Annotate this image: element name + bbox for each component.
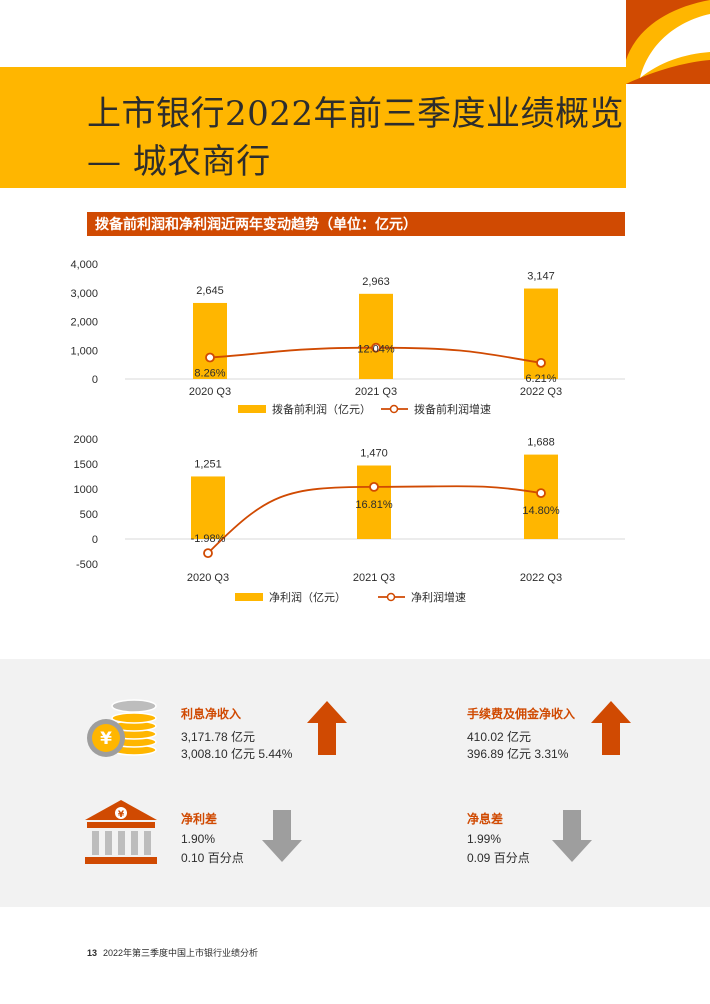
coins-icon: ¥ (87, 699, 157, 757)
y-tick-label: 4,000 (70, 259, 98, 271)
chart-header: 拨备前利润和净利润近两年变动趋势（单位：亿元） (87, 212, 625, 236)
legend-label-bar: 净利润（亿元） (269, 590, 346, 604)
footer-text: 2022年第三季度中国上市银行业绩分析 (103, 948, 259, 958)
net-interest-margin-change: 0.09 百分点 (467, 851, 530, 865)
bar (359, 293, 393, 379)
x-tick-label: 2020 Q3 (189, 386, 231, 398)
legend-label-line: 净利润增速 (411, 590, 466, 604)
svg-text:¥: ¥ (118, 810, 125, 820)
x-tick-label: 2021 Q3 (355, 386, 397, 398)
arrow-up-icon (307, 701, 347, 755)
bar (193, 302, 227, 379)
growth-point (369, 481, 379, 492)
arrow-down-icon (262, 810, 302, 862)
fee-income-previous: 396.89 亿元 3.31% (467, 747, 569, 761)
footer: 13 2022年第三季度中国上市银行业绩分析 (87, 946, 258, 959)
bank-icon: ¥ (85, 800, 157, 864)
fee-income-current: 410.02 亿元 (467, 730, 532, 744)
net-spread-change: 0.10 百分点 (181, 851, 244, 865)
y-tick-label: 2000 (74, 434, 98, 446)
growth-value-label: -1.98% (191, 533, 226, 545)
interest-income-current: 3,171.78 亿元 (181, 730, 256, 744)
y-tick-label: 1000 (74, 484, 98, 496)
x-tick-label: 2020 Q3 (187, 572, 229, 584)
bar-value-label: 3,147 (527, 271, 555, 283)
bar-value-label: 1,470 (360, 448, 388, 460)
bar-value-label: 2,645 (196, 285, 224, 297)
x-tick-label: 2022 Q3 (520, 572, 562, 584)
legend-label-bar: 拨备前利润（亿元） (272, 402, 371, 416)
page-number: 13 (87, 948, 98, 958)
y-tick-label: -500 (76, 559, 98, 571)
growth-point (371, 342, 381, 353)
net-interest-margin-value: 1.99% (467, 832, 502, 846)
legend-swatch-bar (238, 405, 266, 413)
net-interest-margin-label: 净息差 (467, 812, 504, 826)
legend-swatch-bar (235, 593, 263, 601)
title-band (0, 67, 626, 188)
net-profit-chart: 2000 1500 1000 500 0 -500 1,251 2020 Q3 1,470 202… (74, 434, 625, 604)
growth-point (203, 548, 213, 559)
y-tick-label: 2,000 (70, 317, 98, 329)
legend-marker (386, 592, 396, 602)
y-tick-label: 0 (92, 534, 98, 546)
growth-point (536, 357, 546, 368)
growth-value-label: 16.81% (355, 499, 393, 511)
interest-income-label: 利息净收入 (181, 707, 242, 721)
growth-value-label: 14.80% (522, 505, 560, 517)
y-tick-label: 3,000 (70, 288, 98, 300)
y-tick-label: 500 (80, 509, 98, 521)
page-title: 上市银行2022年前三季度业绩概览 (87, 94, 625, 134)
legend-label-line: 拨备前利润增速 (414, 402, 491, 416)
net-spread-label: 净利差 (181, 812, 218, 826)
bar-value-label: 1,688 (527, 437, 555, 449)
stats-panel (0, 659, 710, 907)
x-tick-label: 2021 Q3 (353, 572, 395, 584)
bar (357, 465, 391, 539)
y-tick-label: 1500 (74, 459, 98, 471)
growth-value-label: 6.21% (525, 373, 556, 385)
fee-income-label: 手续费及佣金净收入 (467, 707, 576, 721)
arrow-up-icon (591, 701, 631, 755)
bar-value-label: 2,963 (362, 276, 390, 288)
interest-income-previous: 3,008.10 亿元 5.44% (181, 747, 293, 761)
bar-value-label: 1,251 (194, 458, 222, 470)
y-tick-label: 1,000 (70, 345, 98, 357)
corner-logo (626, 0, 710, 84)
growth-point (536, 488, 546, 499)
svg-text:¥: ¥ (100, 729, 112, 749)
legend-marker (389, 404, 399, 414)
growth-point (205, 352, 215, 363)
y-tick-label: 0 (92, 374, 98, 386)
pre-provision-profit-chart: 4,000 3,000 2,000 1,000 0 2,645 2020 Q3 2,963 20… (70, 259, 625, 416)
growth-value-label: 8.26% (194, 368, 225, 380)
arrow-down-icon (552, 810, 592, 862)
x-tick-label: 2022 Q3 (520, 386, 562, 398)
bar (191, 476, 225, 539)
growth-value-label: 12.04% (357, 344, 395, 356)
net-spread-value: 1.90% (181, 832, 216, 846)
page-subtitle: — 城农商行 (87, 142, 271, 182)
